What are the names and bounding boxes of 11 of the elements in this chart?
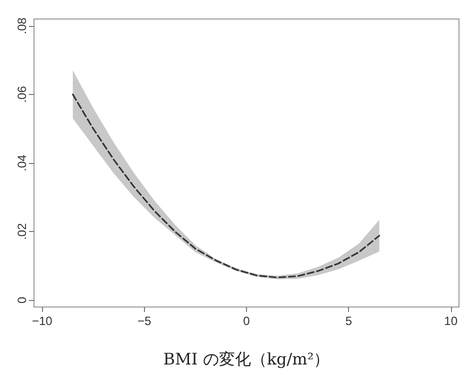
x-axis-title: BMI の変化（kg/m²） (163, 350, 330, 368)
y-tick-label: .06 (15, 86, 29, 103)
y-tick-label: 0 (15, 296, 29, 304)
x-tick-label: 10 (444, 314, 458, 328)
x-tick-label: −5 (137, 314, 152, 328)
y-tick-label: .02 (15, 222, 29, 240)
x-tick-label: −10 (32, 314, 53, 328)
x-tick-label: 0 (243, 314, 250, 328)
x-tick-label: 5 (345, 314, 352, 328)
y-tick-label: .08 (15, 17, 29, 34)
y-tick-label: .04 (15, 154, 29, 172)
